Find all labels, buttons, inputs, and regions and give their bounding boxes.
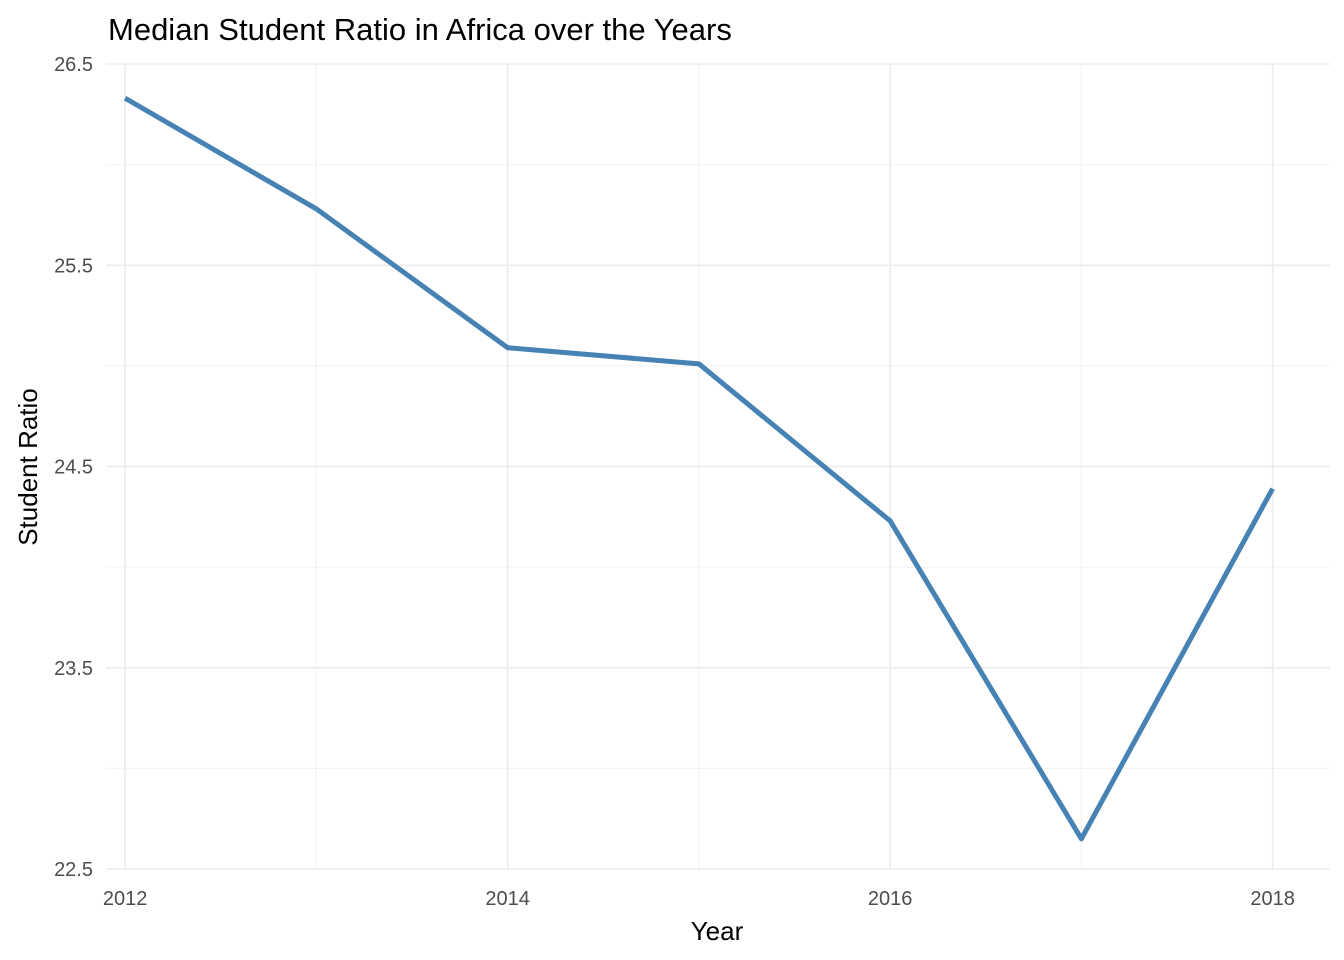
x-tick-label: 2016: [868, 888, 913, 910]
x-tick-labels: 2012 2014 2016 2018: [103, 888, 1295, 910]
grid-lines: [106, 63, 1330, 870]
x-tick-label: 2018: [1250, 888, 1295, 910]
y-tick-labels: 22.5 23.5 24.5 25.5 26.5: [54, 54, 93, 881]
x-axis-title: Year: [691, 916, 744, 946]
y-tick-label: 22.5: [54, 859, 93, 881]
x-tick-label: 2014: [485, 888, 530, 910]
series-line: [123, 96, 1275, 842]
y-tick-label: 24.5: [54, 457, 93, 479]
y-axis-title: Student Ratio: [13, 388, 43, 546]
y-tick-label: 26.5: [54, 54, 93, 76]
series-layer: [123, 96, 1275, 842]
x-tick-label: 2012: [103, 888, 148, 910]
chart-title: Median Student Ratio in Africa over the …: [108, 12, 732, 47]
y-tick-label: 25.5: [54, 255, 93, 277]
y-tick-label: 23.5: [54, 658, 93, 680]
